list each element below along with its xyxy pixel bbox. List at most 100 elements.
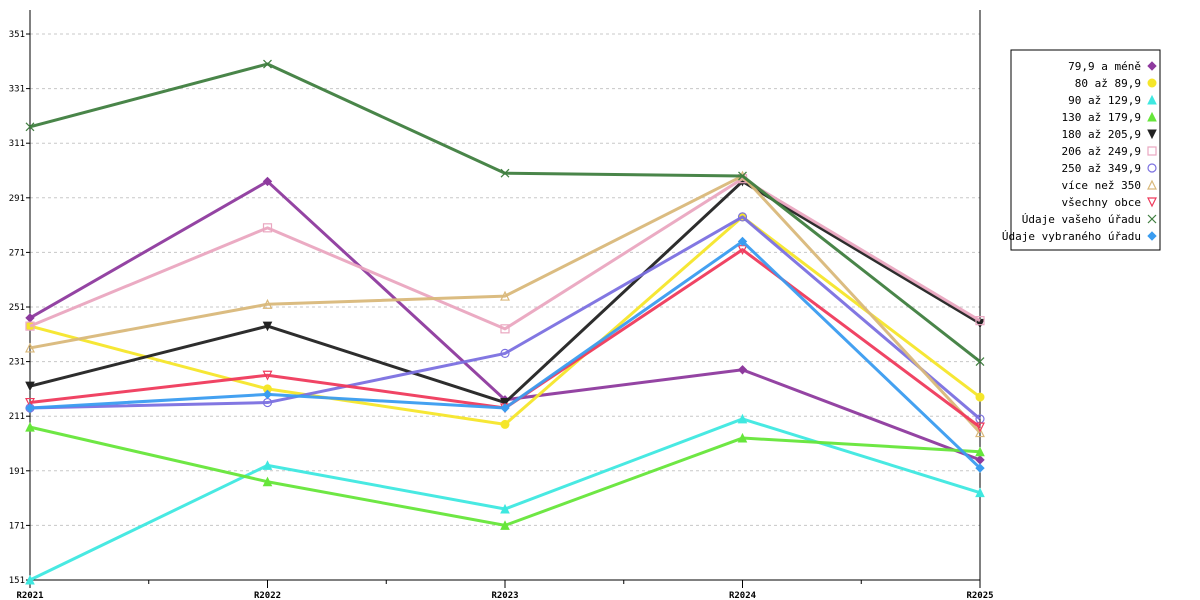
data-point [25, 574, 35, 585]
y-tick-label: 251 [9, 303, 25, 313]
data-point [25, 397, 35, 408]
legend-label: 130 až 179,9 [1062, 111, 1141, 124]
data-point [263, 59, 272, 69]
data-point [25, 422, 35, 432]
data-point [737, 365, 748, 375]
y-tick-label: 351 [9, 30, 25, 40]
data-point [262, 176, 273, 187]
series-line [29, 62, 981, 363]
data-point [262, 321, 273, 332]
legend-marker [1147, 94, 1157, 105]
legend-label: všechny obce [1062, 196, 1141, 209]
y-tick-label: 311 [9, 139, 25, 149]
legend-marker [1147, 78, 1157, 88]
series-5 [25, 176, 985, 408]
y-tick-label: 211 [9, 412, 25, 422]
marker-stroke [25, 122, 35, 132]
data-point [975, 446, 985, 457]
data-point [262, 389, 273, 400]
data-point [500, 403, 510, 413]
series-4 [25, 422, 985, 530]
y-tick-label: 151 [9, 576, 25, 586]
y-tick-label: 331 [9, 85, 25, 95]
series-line [29, 215, 981, 421]
legend-marker [1147, 111, 1157, 122]
grid-lines [26, 33, 981, 588]
data-point [500, 168, 510, 178]
data-point [975, 455, 985, 465]
data-point [738, 171, 747, 181]
legend-label: 79,9 a méně [1068, 60, 1141, 73]
data-point [25, 403, 35, 413]
legend-marker [1147, 214, 1157, 224]
marker-stroke [1147, 214, 1157, 224]
data-point [262, 460, 273, 470]
y-tick-label: 291 [9, 194, 25, 204]
data-point [975, 392, 985, 402]
data-point [500, 324, 510, 334]
x-tick-label: R2021 [16, 591, 43, 600]
y-tick-label: 171 [9, 521, 25, 531]
data-point [500, 419, 510, 429]
data-point [975, 422, 985, 433]
data-point [500, 398, 510, 408]
series-line [29, 177, 981, 331]
data-point [500, 503, 510, 514]
series-3 [25, 413, 985, 585]
data-point [25, 321, 35, 331]
legend-marker [1147, 179, 1157, 190]
legend-label: 206 až 249,9 [1062, 145, 1141, 158]
data-point [975, 316, 985, 326]
series-7 [25, 212, 985, 424]
legend-label: Údaje vybraného úřadu [1002, 230, 1141, 243]
legend-label: 180 až 205,9 [1062, 128, 1141, 141]
legend-label: více než 350 [1062, 179, 1141, 192]
data-point [262, 223, 273, 233]
x-tick-label: R2023 [491, 591, 518, 600]
legend-marker [1147, 231, 1157, 241]
legend-label: Údaje vašeho úřadu [1022, 213, 1141, 226]
legend-box [1010, 49, 1161, 251]
legend-marker [1147, 61, 1157, 71]
y-tick-label: 191 [9, 467, 25, 477]
data-point [975, 357, 985, 367]
legend-label: 90 až 129,9 [1068, 94, 1141, 107]
marker-stroke [738, 171, 747, 181]
data-point [975, 487, 985, 498]
data-point [262, 298, 273, 309]
x-tick-label: R2024 [729, 591, 757, 600]
data-point [262, 476, 273, 487]
x-tick-labels: R2021 R2022 R2023 R2024 R2025 [16, 591, 993, 600]
series-10 [25, 59, 985, 367]
data-point [737, 413, 748, 424]
legend-marker [1147, 163, 1157, 173]
data-point [975, 427, 985, 438]
data-point [500, 348, 510, 359]
data-point [500, 520, 510, 530]
legend-label: 80 až 89,9 [1075, 77, 1141, 90]
data-point [975, 463, 985, 473]
legend-marker [1147, 197, 1157, 208]
y-tick-label: 231 [9, 358, 25, 368]
marker-stroke [975, 357, 985, 367]
series-line [29, 174, 982, 434]
data-point [737, 432, 748, 443]
data-point [500, 290, 510, 301]
data-point [262, 370, 273, 381]
y-tick-labels: 151 171 191 211 231 251 271 291 311 331 351 [9, 30, 25, 586]
legend-marker [1147, 146, 1157, 156]
legend-label: 250 až 349,9 [1062, 162, 1141, 175]
data-point [25, 342, 35, 353]
data-point [737, 212, 748, 222]
data-point [25, 122, 35, 132]
legend: 79,9 a méně 80 až 89,9 90 až 129,9 130 až 1… [1002, 49, 1161, 251]
x-tick-label: R2025 [966, 591, 993, 600]
marker-stroke [263, 59, 272, 69]
x-tick-label: R2022 [254, 591, 281, 600]
data-point [737, 236, 748, 247]
legend-marker [1147, 129, 1157, 140]
series-11 [25, 236, 985, 473]
series-lines [25, 59, 985, 585]
marker-stroke [500, 168, 510, 178]
